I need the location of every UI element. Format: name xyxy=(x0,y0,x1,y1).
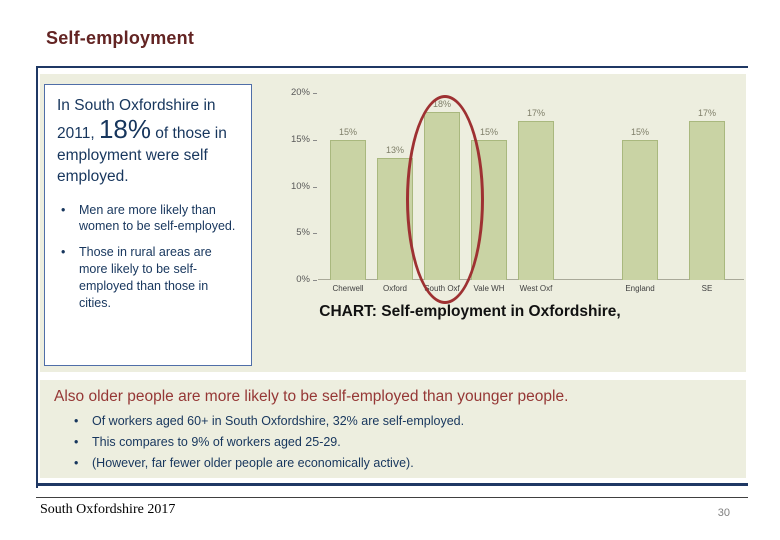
y-axis-label: 20% xyxy=(290,87,310,98)
slide-title: Self-employment xyxy=(46,28,195,48)
x-axis-category-label: Cherwell xyxy=(332,284,364,293)
summary-textbox: In South Oxfordshire in 2011, 18% of tho… xyxy=(44,84,252,366)
frame-top-line xyxy=(36,66,748,68)
bullet-item: This compares to 9% of workers aged 25-2… xyxy=(54,434,732,451)
footer-text: South Oxfordshire 2017 xyxy=(40,502,176,517)
x-axis-category-label: Oxford xyxy=(382,284,407,293)
x-axis-category-label: England xyxy=(625,284,655,293)
bar-se xyxy=(689,121,725,280)
bottom-heading: Also older people are more likely to be … xyxy=(54,388,569,405)
y-axis-tick xyxy=(313,93,317,94)
frame-left-line xyxy=(36,66,38,488)
x-axis-category-label: West Oxf xyxy=(519,284,553,293)
bar-value-label: 17% xyxy=(697,108,716,118)
bar-value-label: 15% xyxy=(479,127,498,137)
intro-text-pre: In South Oxfordshire in 2011, xyxy=(57,97,216,143)
y-axis-label: 0% xyxy=(296,274,310,285)
page-number: 30 xyxy=(717,507,730,519)
y-axis-label: 10% xyxy=(290,180,310,192)
bar-england xyxy=(622,140,658,280)
y-axis-tick xyxy=(313,186,317,188)
y-axis-tick xyxy=(313,280,317,281)
y-axis-label: 15% xyxy=(290,133,310,145)
bullet-item: Of workers aged 60+ in South Oxfordshire… xyxy=(54,413,732,430)
highlight-ellipse xyxy=(406,95,484,304)
y-axis-tick xyxy=(313,233,317,235)
frame-bottom-line xyxy=(36,483,748,486)
bar-value-label: 17% xyxy=(526,108,545,118)
bar-cherwell xyxy=(330,140,366,280)
y-axis-tick xyxy=(313,139,317,141)
bottom-panel: Also older people are more likely to be … xyxy=(40,380,746,478)
intro-text-post: of those in employment were self employe… xyxy=(57,125,227,186)
intro-highlight-value: 18% xyxy=(98,114,151,145)
intro-paragraph: In South Oxfordshire in 2011, 18% of tho… xyxy=(57,95,239,188)
bar-west-oxf xyxy=(518,121,554,280)
bar-value-label: 15% xyxy=(630,127,649,137)
y-axis-label: 5% xyxy=(296,227,310,239)
bar-value-label: 15% xyxy=(338,127,357,137)
bullet-item: Those in rural areas are more likely to … xyxy=(57,244,239,312)
x-axis-category-label: Vale WH xyxy=(473,284,505,293)
chart-y-axis: 20% 15% 10% 5% 0% xyxy=(272,87,310,285)
summary-bullet-list: Men are more likely than women to be sel… xyxy=(57,202,239,312)
chart-caption: CHART: Self-employment in Oxfordshire, xyxy=(319,303,621,320)
bullet-item: (However, far fewer older people are eco… xyxy=(54,455,732,472)
bottom-bullet-list: Of workers aged 60+ in South Oxfordshire… xyxy=(54,413,732,472)
x-axis-category-label: SE xyxy=(701,284,713,293)
chart-plot-area: 15% Cherwell 13% Oxford 18% South Oxf 15% Vale … xyxy=(313,93,744,304)
bullet-item: Men are more likely than women to be sel… xyxy=(57,202,239,236)
footer-divider-line xyxy=(36,497,748,498)
bar-value-label: 13% xyxy=(385,145,404,155)
